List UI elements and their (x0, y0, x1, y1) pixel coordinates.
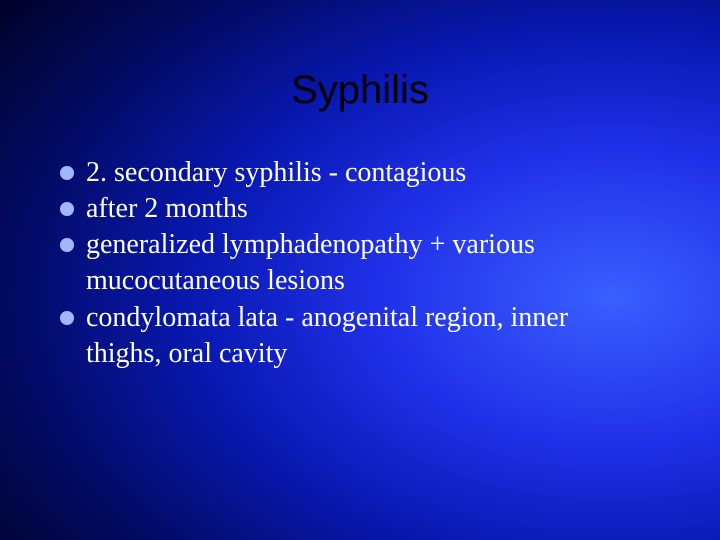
bullet-text: condylomata lata - anogenital region, in… (86, 301, 568, 335)
bullet-item: after 2 months (60, 192, 670, 226)
bullet-text-continuation: mucocutaneous lesions (86, 264, 670, 298)
slide-title: Syphilis (0, 68, 720, 113)
bullet-icon (60, 202, 74, 216)
bullet-text: 2. secondary syphilis - contagious (86, 156, 466, 190)
bullet-icon (60, 238, 74, 252)
bullet-icon (60, 166, 74, 180)
bullet-item: 2. secondary syphilis - contagious (60, 156, 670, 190)
bullet-text: generalized lymphadenopathy + various (86, 228, 535, 262)
bullet-text-continuation: thighs, oral cavity (86, 337, 670, 371)
bullet-icon (60, 311, 74, 325)
bullet-item: condylomata lata - anogenital region, in… (60, 301, 670, 335)
bullet-item: generalized lymphadenopathy + various (60, 228, 670, 262)
slide-body: 2. secondary syphilis - contagious after… (60, 156, 670, 373)
bullet-text: after 2 months (86, 192, 248, 226)
slide: Syphilis 2. secondary syphilis - contagi… (0, 0, 720, 540)
